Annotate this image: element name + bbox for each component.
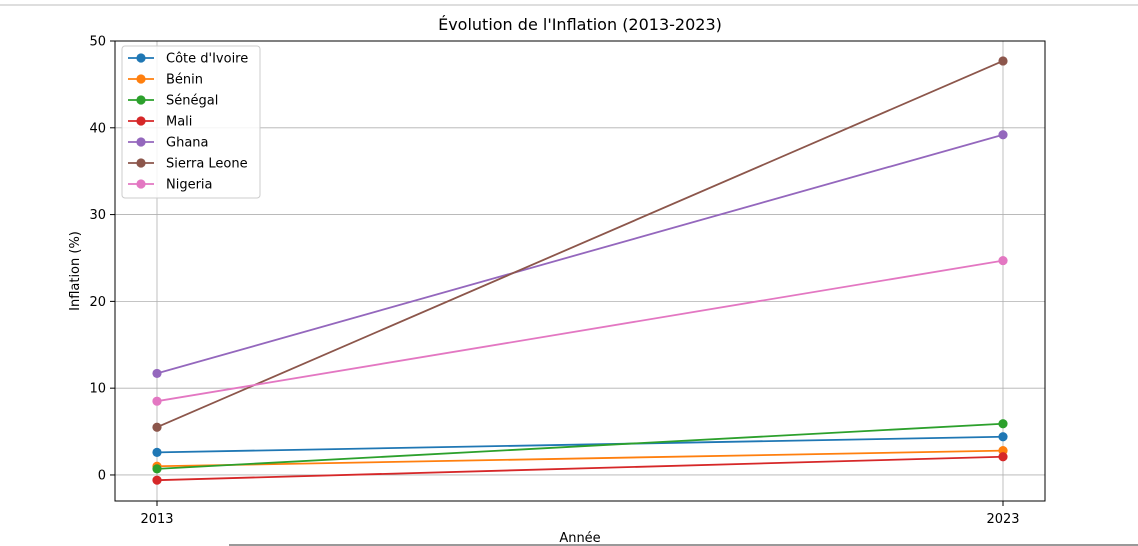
legend-item-ghana: Ghana: [128, 136, 209, 151]
series-line-mali: [156, 455, 1004, 482]
series-line-ghana: [156, 133, 1004, 375]
data-point-ghana: [998, 130, 1008, 140]
y-axis-label: Inflation (%): [68, 231, 83, 311]
plot-area-frame: [114, 40, 1046, 502]
data-point-senegal: [998, 419, 1008, 429]
data-point-cote-d-ivoire: [998, 432, 1008, 442]
chart-title: Évolution de l'Inflation (2013-2023): [438, 15, 722, 34]
y-tick-label: 10: [89, 382, 106, 397]
series-mali: [152, 452, 1008, 485]
data-point-cote-d-ivoire: [152, 447, 162, 457]
series-line-senegal: [156, 422, 1004, 470]
legend-item-nigeria: Nigeria: [128, 178, 213, 193]
legend-label: Ghana: [166, 136, 209, 151]
legend-label: Bénin: [166, 73, 203, 88]
legend-item-mali: Mali: [128, 115, 192, 130]
y-tick-label: 20: [89, 295, 106, 310]
legend-label: Sénégal: [166, 94, 218, 109]
series-sierra-leone: [152, 56, 1008, 432]
legend-label: Mali: [166, 115, 192, 130]
x-tick-label: 2023: [986, 512, 1019, 527]
series-line-benin: [156, 449, 1004, 468]
legend-item-benin: Bénin: [128, 73, 203, 88]
data-point-mali: [152, 475, 162, 485]
series-ghana: [152, 130, 1008, 379]
series-line-nigeria: [156, 259, 1004, 403]
legend-swatch-marker: [136, 53, 146, 63]
series-line-cote-d-ivoire: [156, 435, 1004, 454]
y-tick-label: 0: [98, 468, 106, 483]
legend-box: [121, 45, 261, 199]
data-point-sierra-leone: [998, 56, 1008, 66]
y-tick-label: 50: [89, 35, 106, 50]
series-senegal: [152, 419, 1008, 474]
data-point-ghana: [152, 368, 162, 379]
series-nigeria: [152, 255, 1008, 406]
legend-item-senegal: Sénégal: [128, 94, 218, 109]
legend-swatch-marker: [136, 158, 146, 168]
legend-label: Sierra Leone: [166, 157, 248, 172]
data-point-sierra-leone: [152, 422, 162, 432]
legend-swatch-marker: [136, 179, 146, 189]
legend-item-cote-d-ivoire: Côte d'Ivoire: [128, 52, 248, 67]
data-point-nigeria: [998, 255, 1008, 266]
y-axis-ticks: 0 10 20 30 40 50: [89, 35, 115, 483]
x-tick-label: 2013: [140, 512, 173, 527]
series-cote-d-ivoire: [152, 432, 1008, 457]
data-point-mali: [998, 452, 1008, 462]
y-tick-label: 30: [89, 208, 106, 223]
y-tick-label: 40: [89, 121, 106, 136]
series-lines: [152, 56, 1008, 485]
legend-label: Nigeria: [166, 178, 213, 193]
legend-swatch-marker: [136, 95, 146, 105]
legend-swatch-marker: [136, 137, 146, 147]
series-line-sierra-leone: [156, 60, 1004, 429]
data-point-nigeria: [152, 396, 162, 406]
legend: Côte d'Ivoire Bénin Sénégal Mali Ghana Sierra…: [121, 45, 261, 199]
legend-swatch-marker: [136, 74, 146, 84]
data-point-senegal: [152, 464, 162, 474]
legend-label: Côte d'Ivoire: [166, 52, 248, 67]
legend-item-sierra-leone: Sierra Leone: [128, 157, 248, 172]
legend-swatch-marker: [136, 116, 146, 126]
x-axis-label: Année: [559, 531, 600, 546]
x-axis-ticks: 2013 2023: [140, 501, 1020, 527]
